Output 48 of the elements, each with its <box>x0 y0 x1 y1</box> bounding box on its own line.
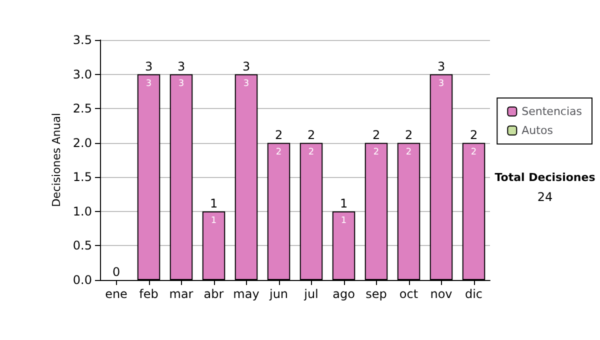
total-label: 2 <box>307 128 316 142</box>
total-label: 3 <box>437 59 446 74</box>
x-tick-label: oct <box>399 287 418 301</box>
y-tick-label: 3.5 <box>72 33 92 47</box>
y-tick-label: 3.0 <box>72 67 92 82</box>
x-tick-label: sep <box>366 287 387 301</box>
x-tick-label: mar <box>169 287 194 301</box>
x-tick-label: dic <box>464 287 483 301</box>
data-label: 1 <box>340 216 347 226</box>
y-tick-label: 0.5 <box>72 238 92 253</box>
total-label: 2 <box>274 128 283 142</box>
x-tick-label: jun <box>268 287 288 301</box>
data-label: 3 <box>146 78 152 89</box>
x-tick-label: feb <box>139 287 158 301</box>
data-label: 2 <box>373 147 380 158</box>
x-tick-label: nov <box>430 287 452 301</box>
text: Total Decisiones <box>494 171 596 184</box>
total-label: 2 <box>372 128 380 142</box>
total-label: 2 <box>470 128 478 142</box>
total-label: 3 <box>177 59 186 74</box>
y-tick-label: 2.5 <box>72 102 92 116</box>
data-label: 3 <box>243 78 250 89</box>
y-tick-label: 0.0 <box>72 273 92 287</box>
x-tick-label: abr <box>204 287 224 301</box>
x-tick-label: jul <box>303 287 318 301</box>
text: 24 <box>537 190 553 204</box>
x-tick-label: may <box>233 287 260 301</box>
data-label: 3 <box>438 78 444 89</box>
total-label: 3 <box>242 59 250 74</box>
data-label: 1 <box>210 216 217 226</box>
y-tick-label: 1.5 <box>72 170 92 184</box>
data-label: 2 <box>406 147 412 158</box>
legend-label: Sentencias <box>522 105 582 118</box>
total-label: 2 <box>404 128 413 142</box>
total-label: 1 <box>340 196 348 210</box>
y-axis-title: Decisiones Anual <box>50 112 64 208</box>
y-tick-label: 1.0 <box>72 204 92 218</box>
data-label: 2 <box>276 147 282 158</box>
y-tick-label: 2.0 <box>72 136 92 150</box>
x-tick-label: ene <box>105 287 128 301</box>
x-tick-label: ago <box>332 287 355 301</box>
total-label: 1 <box>210 196 218 210</box>
legend-label: Autos <box>522 124 554 137</box>
data-label: 2 <box>308 147 314 158</box>
data-label: 3 <box>178 78 184 89</box>
total-label: 3 <box>144 59 153 74</box>
data-label: 2 <box>470 147 477 158</box>
total-label: 0 <box>112 265 120 279</box>
